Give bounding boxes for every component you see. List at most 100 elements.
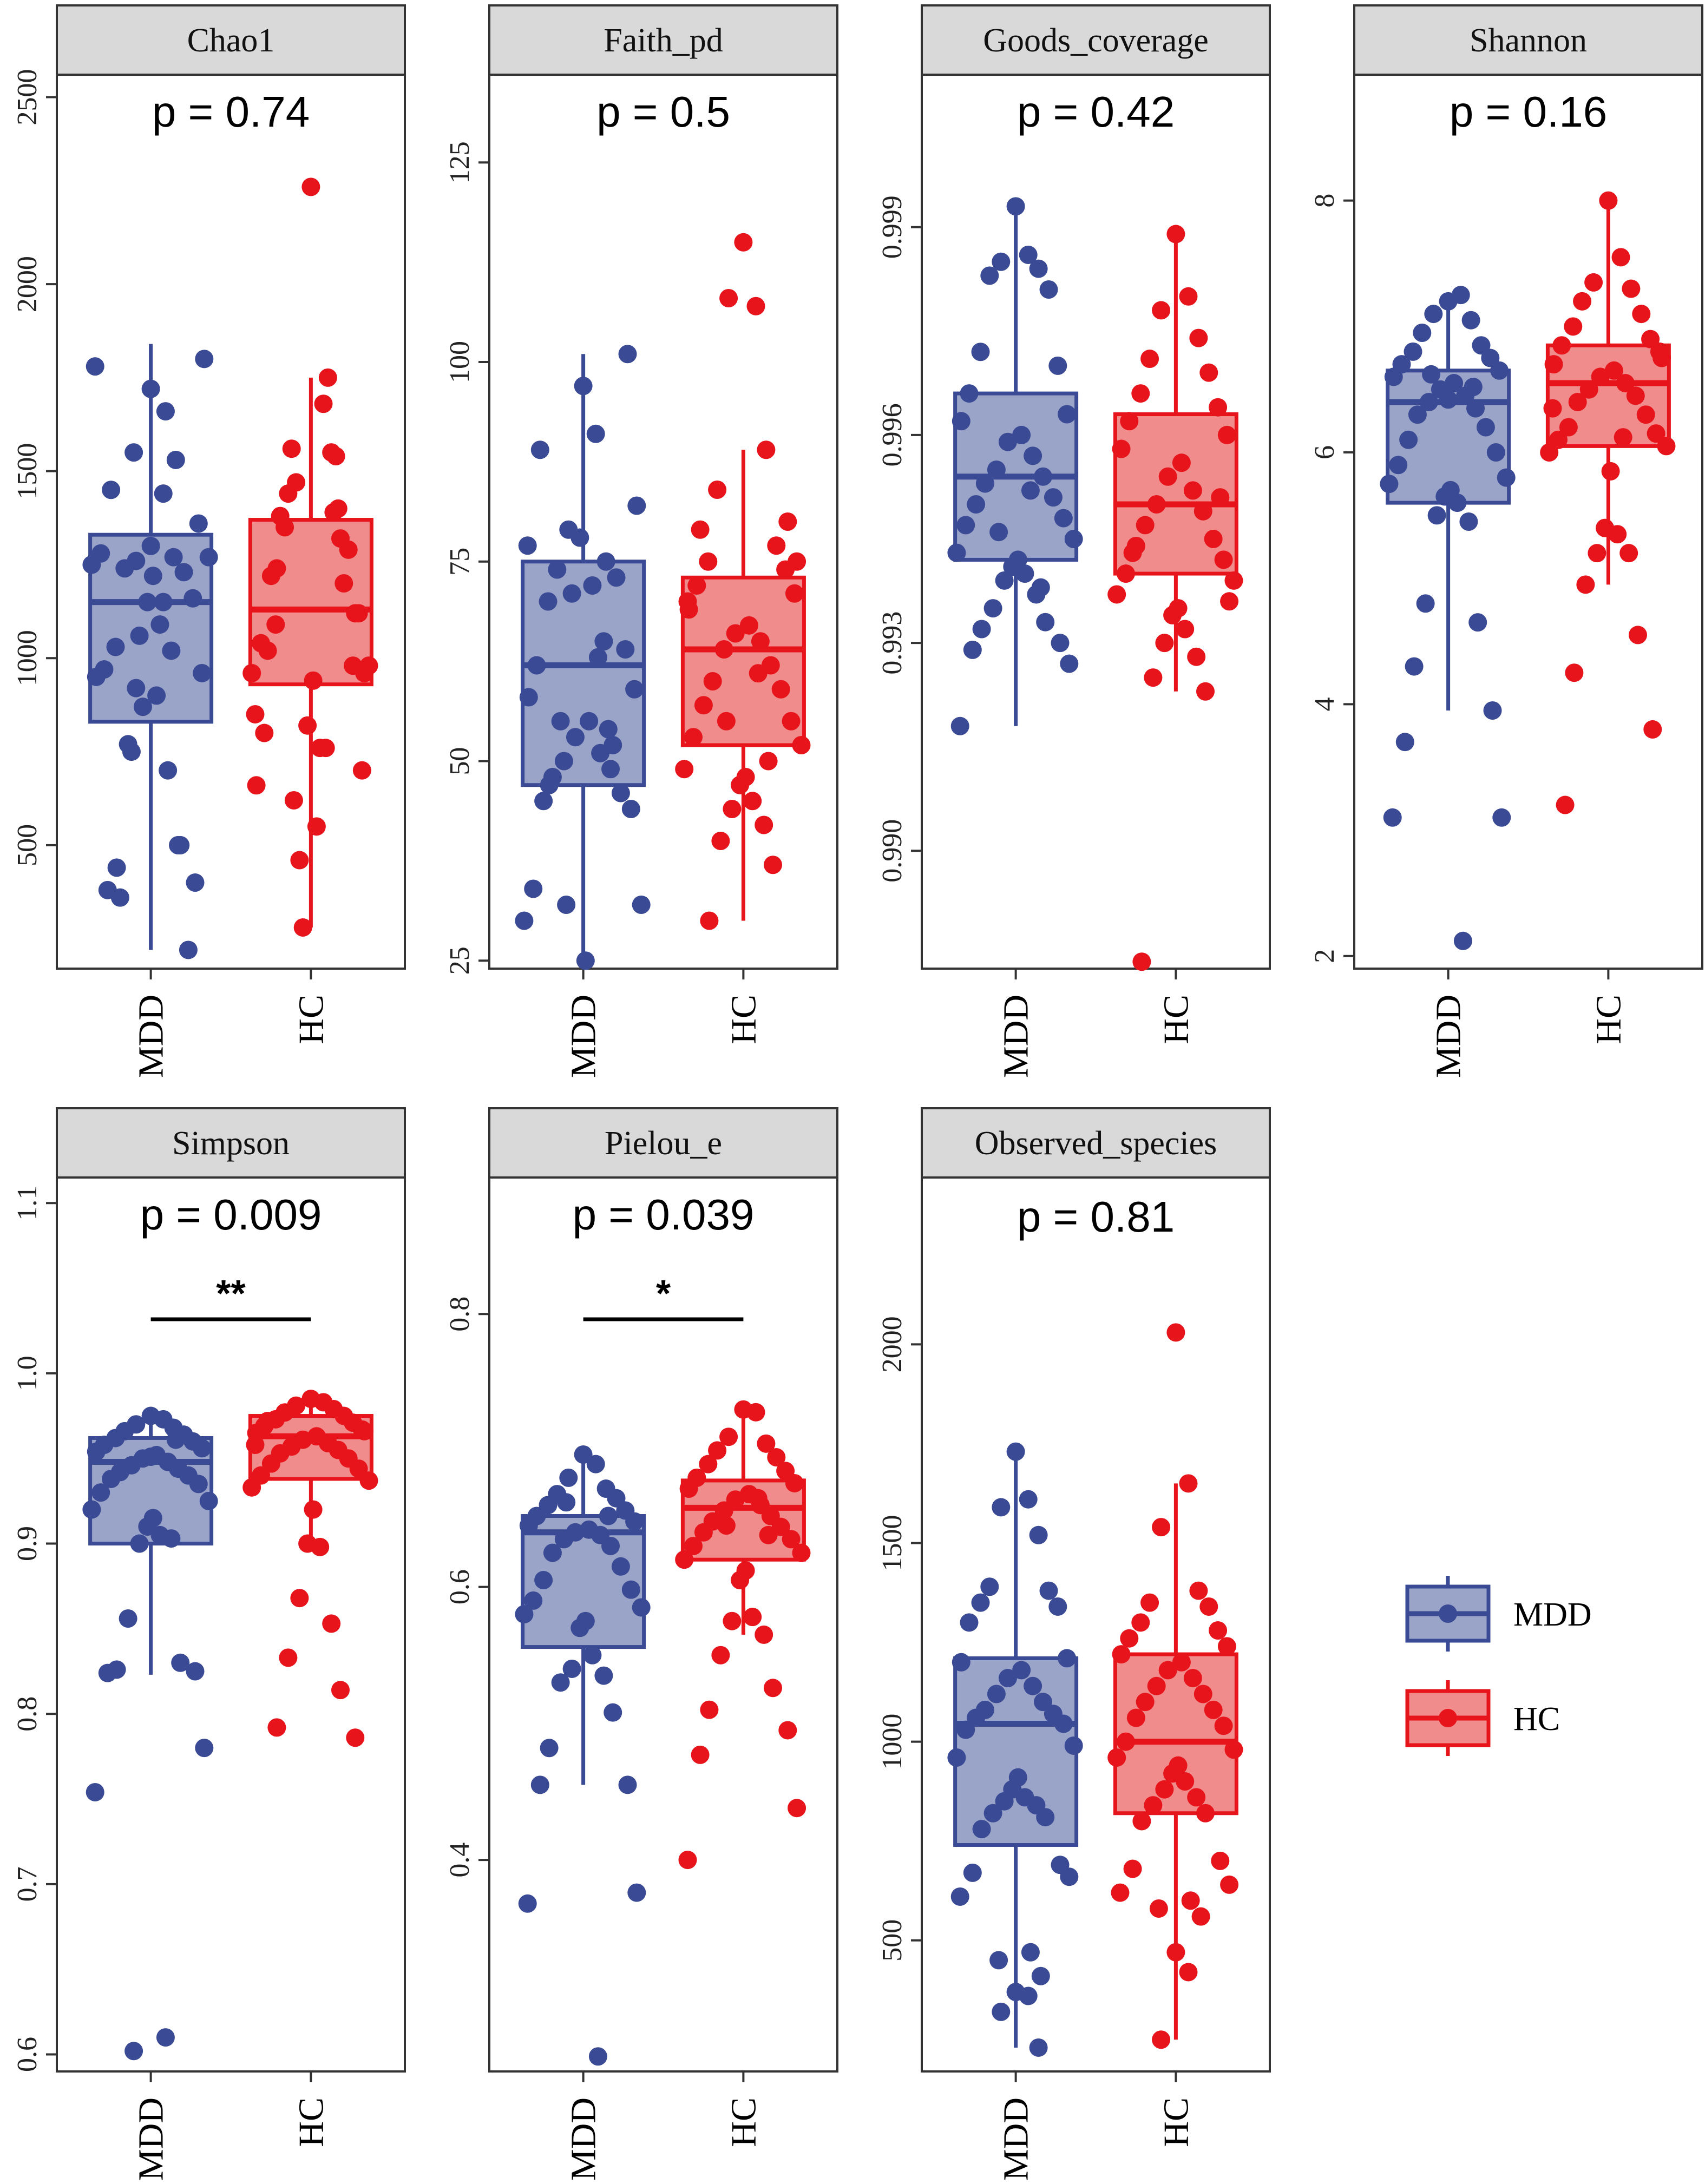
data-point [963,1863,982,1882]
data-point [551,1673,570,1692]
y-tick-label: 1000 [12,630,43,686]
data-point [195,350,214,369]
y-tick-label: 75 [444,548,475,576]
data-point [1559,418,1578,437]
data-point [714,640,733,659]
data-point [539,592,558,611]
data-point [755,1625,773,1644]
data-point [307,817,326,836]
data-point [1636,405,1655,424]
y-tick-label: 1500 [877,1515,908,1571]
data-point [726,624,745,643]
data-point [1019,245,1038,264]
data-point [554,752,573,771]
data-point [971,1593,990,1612]
series-hc [1107,1323,1243,2049]
data-point [322,1614,341,1633]
data-point [583,576,602,595]
data-point [91,1483,110,1502]
data-point [290,1589,309,1608]
data-point [691,1745,710,1764]
x-tick-label-hc: HC [1589,995,1628,1044]
panel-simpson: Simpson 0.6 0.7 0.8 0.9 1.0 1.1 p = 0.009 ** MDD H… [12,1107,406,2181]
data-point [557,896,576,914]
data-point [785,584,804,603]
data-point [1112,1645,1131,1664]
data-point [1461,311,1480,330]
data-point [1054,1714,1073,1733]
data-point [956,516,975,535]
data-point [349,1459,368,1478]
y-tick-label: 6 [1309,445,1340,459]
data-point [1031,578,1050,597]
data-point [998,432,1017,451]
data-point [82,555,101,574]
data-point [1439,390,1458,409]
y-tick-label: 2000 [877,1316,908,1372]
data-point [1039,1581,1058,1600]
data-point [82,1500,101,1519]
data-point [1176,1772,1195,1791]
data-point [947,1748,966,1767]
data-point [1389,456,1408,475]
data-point [518,536,537,555]
data-point [950,716,969,735]
series-mdd [947,1442,1083,2057]
data-point [304,1500,323,1519]
data-point [1183,1669,1202,1688]
strip-shannon [1353,4,1703,76]
legend-key-point [1439,1604,1457,1623]
data-point [186,873,205,892]
data-point [708,1441,727,1460]
data-point [731,775,750,794]
strip-title: Observed_species [975,1125,1217,1162]
data-point [956,1720,975,1739]
data-point [1183,481,1202,500]
data-point [1543,399,1562,418]
data-point [992,1498,1011,1517]
data-point [1395,733,1414,752]
data-point [534,1571,553,1590]
data-point [1048,356,1067,375]
y-tick-label: 4 [1309,697,1340,711]
p-value: p = 0.16 [1450,88,1607,136]
data-point [1187,1788,1206,1807]
data-point [975,474,994,493]
series-hc [675,1400,811,1870]
data-point [1179,1963,1198,1982]
data-point [627,1883,646,1902]
data-point [352,761,371,780]
x-tick-label-hc: HC [724,2097,763,2147]
data-point [154,484,173,503]
data-point [1136,516,1155,535]
data-point [1019,1986,1038,2005]
data-point [138,593,157,611]
p-value: p = 0.42 [1017,88,1175,136]
data-point [267,1718,286,1737]
data-point [1427,506,1446,525]
data-point [1044,488,1063,507]
data-point [675,1550,694,1569]
data-point [739,616,758,635]
data-point [778,1721,797,1740]
y-tick-label: 2000 [12,256,43,312]
data-point [1172,453,1191,472]
data-point [1464,378,1483,397]
data-point [266,615,285,634]
data-point [1486,443,1505,462]
data-point [164,548,183,567]
data-point [763,1679,782,1698]
box [1113,1652,1238,1815]
data-point [1021,481,1040,500]
legend-item-mdd: MDD [1405,1576,1592,1652]
data-point [967,1708,986,1727]
data-point [515,911,534,930]
data-point [763,856,782,874]
data-point [279,1648,298,1667]
y-tick-label: 2500 [12,69,43,125]
data-point [171,1653,190,1672]
data-point [723,800,742,818]
data-point [580,712,599,731]
y-tick-label: 1000 [877,1714,908,1770]
data-point [618,1775,637,1794]
